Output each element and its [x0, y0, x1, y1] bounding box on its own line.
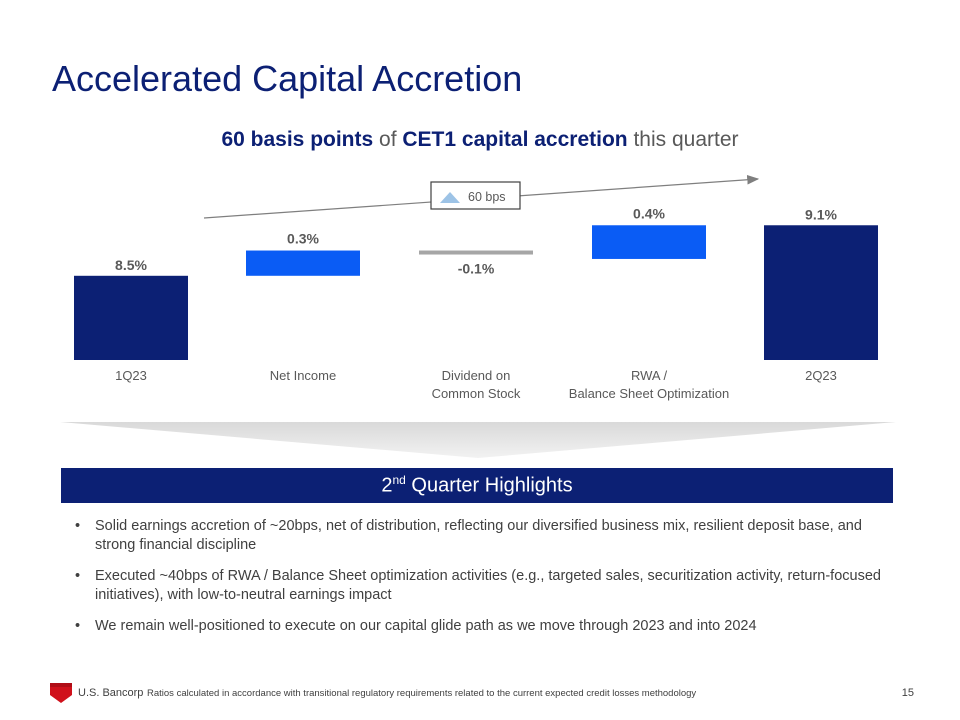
highlights-header: 2nd Quarter Highlights — [61, 468, 893, 503]
category-tick-label: 2Q23 — [805, 368, 837, 383]
subtitle-emphasis-1: 60 basis points — [221, 128, 374, 151]
up-triangle-icon — [440, 192, 460, 203]
category-tick-label: Common Stock — [432, 386, 521, 401]
annotation-box — [430, 181, 521, 210]
category-tick-label: Net Income — [270, 368, 336, 383]
waterfall-bar — [246, 250, 360, 276]
highlights-heading: 2nd Quarter Highlights — [381, 473, 573, 497]
subtitle-tail: this quarter — [627, 128, 739, 151]
waterfall-bar — [419, 250, 533, 255]
category-tick-label: Dividend on — [442, 368, 511, 383]
data-label: 0.3% — [287, 231, 319, 247]
subtitle-emphasis-2: CET1 capital accretion — [402, 128, 628, 151]
slide-title: Accelerated Capital Accretion — [52, 58, 523, 99]
data-label: -0.1% — [458, 261, 495, 277]
funnel-divider — [60, 422, 896, 458]
category-tick-label: Balance Sheet Optimization — [569, 386, 729, 401]
waterfall-bar — [764, 225, 878, 360]
waterfall-bar — [592, 225, 706, 259]
annotation-label: 60 bps — [468, 190, 506, 204]
waterfall-bar — [74, 275, 188, 360]
footer-brand: U.S. Bancorp — [78, 687, 144, 699]
footer-note: Ratios calculated in accordance with tra… — [147, 688, 697, 699]
list-item: Solid earnings accretion of ~20bps, net … — [75, 517, 895, 555]
slide-subtitle: 60 basis points of CET1 capital accretio… — [0, 128, 960, 152]
usbank-shield-logo — [50, 683, 72, 703]
highlights-list: Solid earnings accretion of ~20bps, net … — [75, 517, 895, 648]
cet1-waterfall-chart: 8.5% 1Q23 0.3% Net Income -0.1% Dividend on Co… — [74, 174, 878, 401]
data-label: 9.1% — [805, 206, 837, 222]
list-item: Executed ~40bps of RWA / Balance Sheet o… — [75, 567, 895, 605]
list-item: We remain well-positioned to execute on … — [75, 617, 895, 636]
subtitle-connector: of — [373, 128, 403, 151]
data-label: 8.5% — [115, 257, 147, 273]
category-tick-label: 1Q23 — [115, 368, 147, 383]
data-label: 0.4% — [633, 205, 665, 221]
category-tick-label: RWA / — [631, 368, 668, 383]
page-number: 15 — [901, 687, 914, 699]
